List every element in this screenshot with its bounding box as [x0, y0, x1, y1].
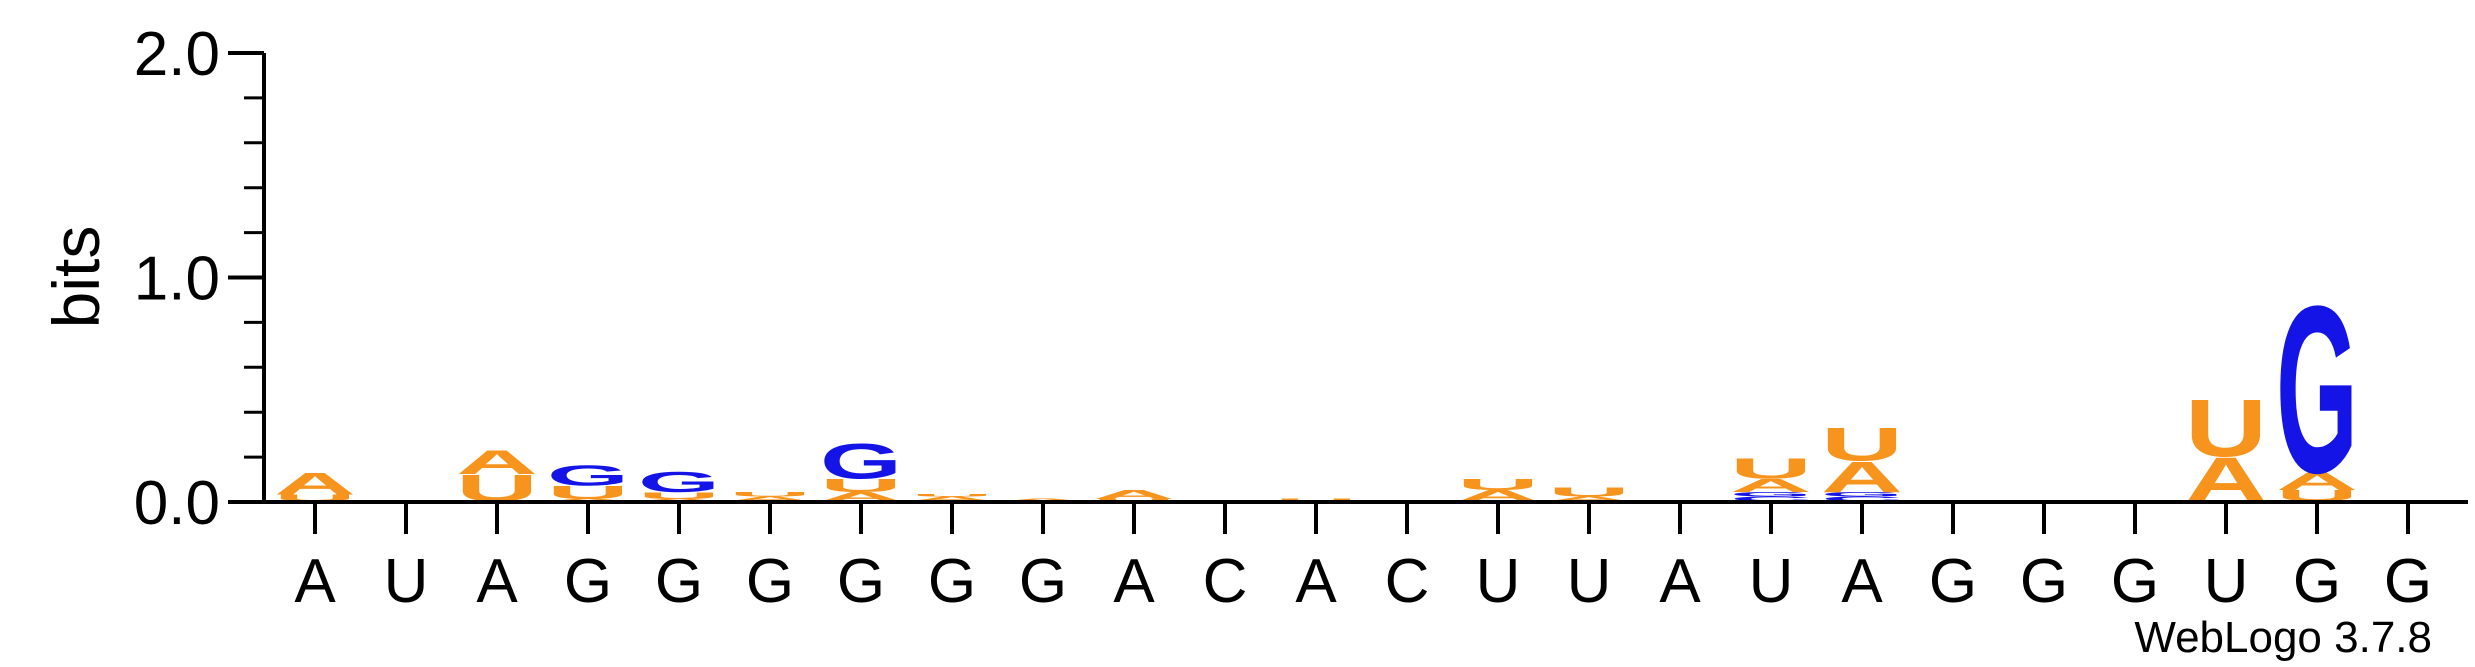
logo-letter-u: U [820, 475, 902, 496]
x-tick-label: G [655, 547, 703, 616]
logo-letter-a: A [2276, 467, 2358, 495]
logo-letter-u: U [638, 490, 720, 500]
x-tick-label: G [2111, 547, 2159, 616]
y-ticks: 0.0 1.0 2.0 [134, 20, 264, 538]
x-tick-label: G [2384, 547, 2432, 616]
x-tick-label: G [1929, 547, 1977, 616]
x-tick-label: G [564, 547, 612, 616]
x-tick-label: U [1567, 547, 1612, 616]
logo-letter-u: U [1548, 485, 1630, 499]
logo-letter-u: U [274, 493, 356, 503]
x-tick-label: C [1203, 547, 1248, 616]
x-tick-label: A [294, 547, 336, 616]
logo-letter-a: A [1730, 475, 1812, 496]
y-tick-label: 0.0 [134, 469, 220, 538]
x-tick-label: U [1476, 547, 1521, 616]
x-tick-label: A [1659, 547, 1701, 616]
logo-letter-u: U [1275, 498, 1357, 502]
x-tick-label: U [384, 547, 429, 616]
x-tick-label: A [1841, 547, 1883, 616]
x-tick-label: C [1385, 547, 1430, 616]
logo-letter-a: A [1002, 498, 1084, 502]
logo-letter-u: U [911, 494, 993, 498]
logo-letter-a: A [456, 443, 538, 482]
logo-letter-g: G [2276, 257, 2358, 523]
y-tick-label: 1.0 [134, 245, 220, 314]
logo-letter-a: A [274, 466, 356, 501]
x-tick-label: U [1749, 547, 1794, 616]
logo-letter-a: A [1093, 487, 1175, 501]
logo-letter-u: U [729, 491, 811, 498]
logo-letter-g: G [820, 433, 902, 489]
logo-letter-a: A [1821, 453, 1903, 502]
logo-letter-c: C [1730, 495, 1812, 502]
x-tick-label: A [1113, 547, 1155, 616]
x-tick-label: G [928, 547, 976, 616]
y-axis-label: bits [39, 226, 113, 329]
logo-letter-g: G [547, 460, 629, 492]
logo-letter-g: G [1730, 491, 1812, 498]
logo-letter-g: G [1821, 491, 1903, 498]
x-tick-label: U [2204, 547, 2249, 616]
logo-letter-a: A [1548, 495, 1630, 502]
x-tick-label: G [837, 547, 885, 616]
logo-letter-u: U [1093, 498, 1175, 502]
logo-letter-a: A [729, 495, 811, 502]
weblogo-credit: WebLogo 3.7.8 [2134, 613, 2432, 662]
x-tick-label: G [2020, 547, 2068, 616]
logo-letter-a: A [911, 495, 993, 502]
x-tick-label: G [1019, 547, 1067, 616]
logo-letter-u: U [1821, 418, 1903, 471]
x-tick-label: G [2293, 547, 2341, 616]
y-tick-label: 2.0 [134, 20, 220, 89]
logo-letter-u: U [2185, 383, 2267, 474]
logo-letter-a: A [638, 498, 720, 502]
x-tick-label: G [746, 547, 794, 616]
logo-letter-c: C [1821, 495, 1903, 502]
logo-letter-a: A [547, 498, 629, 502]
x-tick-label: A [1295, 547, 1337, 616]
logo-letter-u: U [1730, 453, 1812, 485]
x-tick-label: A [476, 547, 518, 616]
logo-letter-g: G [638, 466, 720, 498]
logo-letter-u: U [1457, 476, 1539, 494]
logo-letter-u: U [547, 482, 629, 503]
